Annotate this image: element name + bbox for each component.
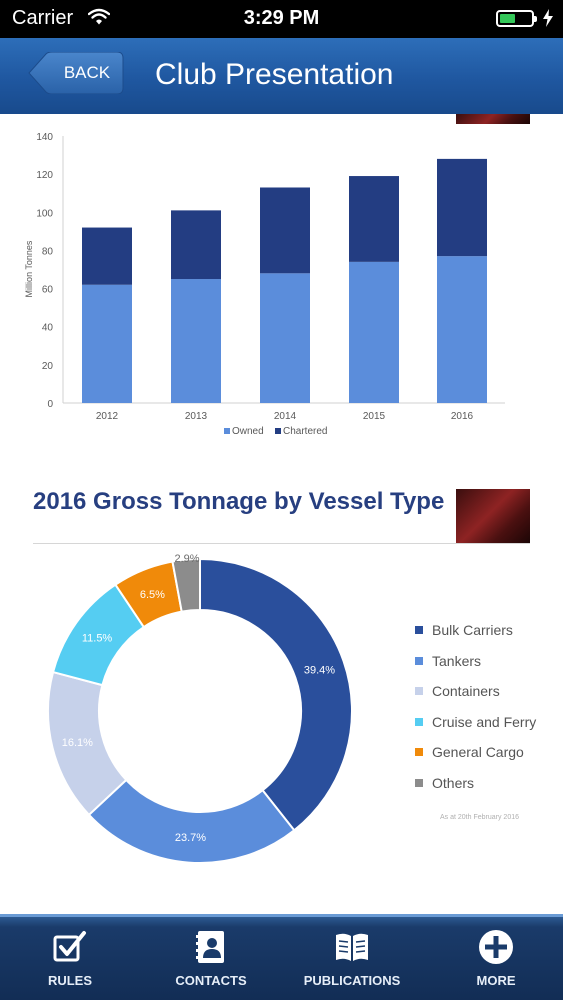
open-book-icon xyxy=(334,929,370,965)
bar-legend: Owned Chartered xyxy=(224,426,327,437)
y-tick-label: 60 xyxy=(42,285,54,296)
y-tick-label: 100 xyxy=(36,208,53,219)
legend-label: Bulk Carriers xyxy=(432,622,513,638)
x-tick-label: 2014 xyxy=(274,411,297,422)
bar-chartered-2014 xyxy=(260,187,310,274)
legend-swatch xyxy=(415,657,423,665)
tab-more[interactable]: MORE xyxy=(436,917,556,1000)
slice-label: 23.7% xyxy=(175,832,206,844)
bar-chartered-2012 xyxy=(82,227,132,285)
slice-others xyxy=(171,557,201,613)
slice-label: 16.1% xyxy=(62,737,93,749)
tab-label: RULES xyxy=(47,973,93,988)
clock: 3:29 PM xyxy=(243,7,320,29)
legend-label: Containers xyxy=(432,683,500,699)
slice-label: 6.5% xyxy=(140,589,165,601)
status-bar: Carrier 3:29 PM xyxy=(0,0,563,38)
tab-contacts[interactable]: CONTACTS xyxy=(151,917,271,1000)
legend-label-chartered: Chartered xyxy=(283,426,327,437)
bar-owned-2013 xyxy=(171,279,221,403)
slice-label: 11.5% xyxy=(82,633,113,645)
back-button[interactable]: BACK xyxy=(28,52,124,94)
chart-footnote: As at 20th February 2016 xyxy=(440,814,519,821)
slice-bulk-carriers xyxy=(199,557,353,832)
y-tick-label: 120 xyxy=(36,170,53,181)
legend-label: General Cargo xyxy=(432,744,524,760)
contacts-book-icon xyxy=(193,929,229,965)
legend-swatch xyxy=(415,748,423,756)
x-tick-label: 2015 xyxy=(363,411,386,422)
tab-label: CONTACTS xyxy=(175,973,247,988)
y-axis-title: Million Tonnes xyxy=(24,240,34,297)
plus-circle-icon xyxy=(478,929,514,965)
page-title: Club Presentation xyxy=(155,58,394,91)
tab-label: PUBLICATIONS xyxy=(303,973,401,988)
legend-label: Others xyxy=(432,775,475,791)
tab-rules[interactable]: RULES xyxy=(10,917,130,1000)
tab-publications[interactable]: PUBLICATIONS xyxy=(292,917,412,1000)
legend-swatch xyxy=(415,718,423,726)
battery-icon xyxy=(496,10,537,27)
stacked-bar-chart: Million Tonnes 0 20 40 60 80 100 120 140 2012 20… xyxy=(24,132,505,437)
legend-swatch xyxy=(415,779,423,787)
x-tick-label: 2016 xyxy=(451,411,474,422)
bar-chartered-2015 xyxy=(349,176,399,262)
y-tick-label: 20 xyxy=(42,361,54,372)
legend-swatch xyxy=(415,687,423,695)
slide-photo xyxy=(456,114,530,124)
charging-icon xyxy=(542,9,554,32)
presentation-slides[interactable]: Million Tonnes 0 20 40 60 80 100 120 140 2012 20… xyxy=(0,114,563,914)
legend-label: Tankers xyxy=(432,653,482,669)
legend-swatch-owned xyxy=(224,428,230,434)
checkbox-icon xyxy=(52,929,88,965)
slide-photo xyxy=(456,489,530,544)
slice-label: 2.9% xyxy=(174,553,199,565)
y-tick-label: 80 xyxy=(42,246,54,257)
tab-bar: RULES CONTACTS xyxy=(0,914,563,1000)
carrier-label: Carrier xyxy=(12,7,74,29)
legend-label: Cruise and Ferry xyxy=(432,714,537,730)
slice-tankers xyxy=(87,778,296,864)
y-tick-label: 140 xyxy=(36,132,53,143)
bar-chartered-2016 xyxy=(437,158,487,257)
slice-label: 39.4% xyxy=(304,665,335,677)
bar-owned-2012 xyxy=(82,284,132,403)
bar-owned-2014 xyxy=(260,273,310,403)
legend-swatch-chartered xyxy=(275,428,281,434)
bar-owned-2016 xyxy=(437,256,487,403)
back-button-label: BACK xyxy=(63,63,111,82)
legend-label-owned: Owned xyxy=(232,426,264,437)
x-tick-label: 2013 xyxy=(185,411,208,422)
donut-chart: 39.4% 23.7% 16.1% 11.5% 6.5% 2.9% xyxy=(47,553,353,864)
x-tick-label: 2012 xyxy=(96,411,119,422)
wifi-icon xyxy=(87,8,111,31)
bar-chartered-2013 xyxy=(171,210,221,280)
bar-owned-2015 xyxy=(349,261,399,403)
tab-label: MORE xyxy=(476,973,516,988)
y-tick-label: 0 xyxy=(47,399,53,410)
title-divider xyxy=(33,543,530,544)
legend-swatch xyxy=(415,626,423,634)
slide-title: 2016 Gross Tonnage by Vessel Type xyxy=(33,488,445,515)
navigation-bar: BACK Club Presentation xyxy=(0,38,563,114)
y-tick-label: 40 xyxy=(42,323,54,334)
